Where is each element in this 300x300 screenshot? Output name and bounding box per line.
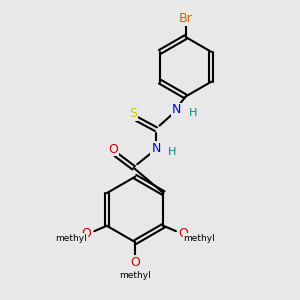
Text: O: O <box>82 227 92 240</box>
Text: O: O <box>130 256 140 269</box>
Text: O: O <box>179 227 189 240</box>
Text: Br: Br <box>179 12 193 25</box>
Text: methyl: methyl <box>55 234 87 243</box>
Text: methyl: methyl <box>119 271 151 280</box>
Text: S: S <box>129 107 137 120</box>
Text: O: O <box>108 142 118 156</box>
Text: N: N <box>151 142 160 155</box>
Text: H: H <box>168 147 176 157</box>
Text: N: N <box>172 103 182 116</box>
Text: methyl: methyl <box>183 234 215 243</box>
Text: H: H <box>189 108 197 118</box>
